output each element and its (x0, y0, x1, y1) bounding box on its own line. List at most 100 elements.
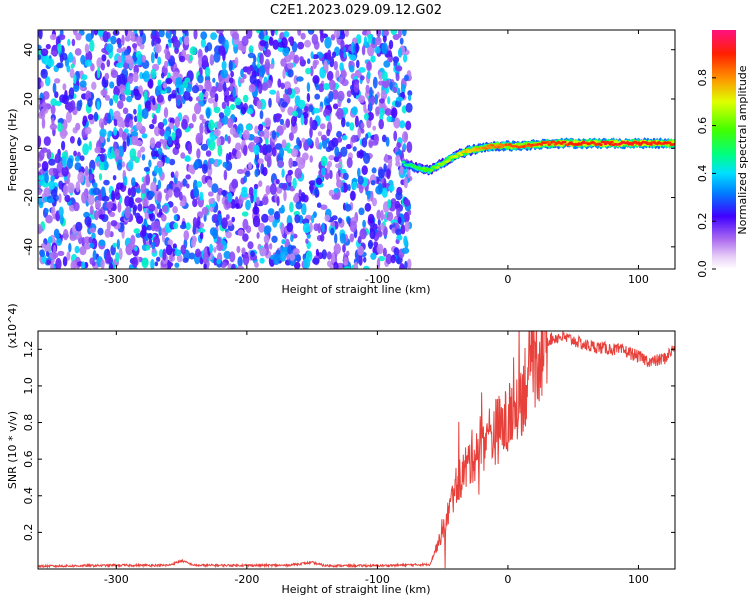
noise-blob (59, 214, 64, 225)
noise-blob (372, 37, 376, 45)
noise-blob (266, 79, 273, 89)
noise-blob (188, 123, 194, 129)
noise-blob (229, 77, 234, 84)
noise-blob (229, 83, 233, 92)
noise-blob (208, 198, 215, 205)
noise-blob (112, 175, 117, 181)
noise-blob (44, 172, 49, 184)
signal-blob (636, 141, 641, 144)
noise-blob (157, 56, 162, 66)
noise-blob (294, 167, 303, 179)
noise-blob (107, 112, 111, 125)
noise-blob (358, 95, 366, 104)
noise-blob (199, 191, 204, 201)
colorbar-tick-label: 0.4 (696, 165, 709, 183)
noise-blob (155, 141, 162, 149)
noise-blob (315, 177, 323, 185)
noise-blob (76, 100, 82, 112)
noise-blob (162, 82, 168, 89)
noise-blob (315, 248, 319, 257)
noise-blob (333, 30, 341, 39)
noise-blob (185, 222, 191, 231)
noise-blob (393, 130, 398, 142)
noise-blob (105, 201, 113, 209)
noise-blob (92, 187, 101, 196)
noise-blob (245, 199, 251, 211)
noise-blob (92, 249, 97, 261)
noise-blob (376, 243, 384, 255)
signal-blob (470, 149, 475, 152)
noise-blob (144, 90, 148, 102)
signal-blob (454, 155, 459, 158)
noise-blob (52, 167, 57, 175)
noise-blob (223, 169, 228, 181)
noise-blob (81, 261, 86, 269)
noise-blob (111, 190, 116, 202)
signal-blob (497, 145, 501, 149)
noise-blob (218, 112, 225, 119)
noise-blob (84, 59, 93, 67)
noise-blob (162, 118, 168, 126)
noise-blob (281, 139, 287, 149)
noise-blob (220, 68, 228, 79)
noise-blob (151, 30, 156, 37)
noise-blob (50, 175, 56, 182)
noise-blob (237, 229, 244, 237)
noise-blob (264, 117, 272, 128)
noise-blob (142, 197, 149, 207)
noise-blob (370, 252, 377, 260)
noise-blob (45, 208, 49, 214)
noise-blob (228, 59, 233, 72)
x-tick-label: -200 (234, 273, 259, 286)
noise-blob (333, 243, 341, 255)
noise-blob (216, 136, 222, 148)
noise-blob (373, 241, 379, 248)
noise-blob (377, 218, 381, 226)
noise-blob (317, 131, 323, 137)
noise-blob (135, 188, 141, 194)
noise-blob (331, 89, 339, 100)
noise-blob (258, 180, 263, 187)
noise-blob (340, 70, 347, 79)
noise-blob (49, 123, 58, 131)
noise-blob (116, 239, 121, 250)
noise-blob (213, 52, 221, 63)
x-tick-label: -100 (365, 273, 390, 286)
noise-blob (376, 230, 383, 238)
noise-blob (311, 119, 318, 131)
noise-blob (190, 238, 196, 248)
noise-blob (300, 192, 306, 202)
noise-blob (263, 234, 270, 244)
noise-blob (371, 167, 377, 174)
noise-blob (236, 245, 241, 254)
noise-blob (124, 128, 129, 134)
noise-blob (50, 98, 58, 107)
signal-blob (458, 151, 462, 155)
noise-blob (340, 30, 345, 35)
noise-blob (274, 30, 278, 36)
noise-blob (319, 123, 326, 130)
noise-blob (206, 107, 211, 119)
noise-blob (345, 250, 350, 257)
noise-blob (172, 243, 177, 249)
noise-blob (386, 115, 392, 123)
noise-blob (280, 222, 285, 235)
y-tick-label: -40 (22, 238, 35, 256)
noise-blob (49, 34, 57, 41)
noise-blob (140, 146, 146, 153)
noise-blob (374, 93, 378, 105)
noise-blob (89, 227, 96, 233)
noise-blob (199, 122, 204, 135)
noise-blob (366, 61, 372, 71)
noise-blob (295, 201, 303, 210)
noise-blob (399, 164, 404, 176)
noise-blob (113, 126, 118, 136)
noise-blob (383, 60, 391, 68)
noise-blob (69, 68, 75, 79)
noise-blob (230, 70, 235, 78)
noise-blob (198, 92, 205, 101)
noise-blob (153, 220, 161, 232)
noise-blob (334, 233, 338, 244)
noise-blob (100, 153, 105, 163)
noise-blob (313, 107, 321, 114)
